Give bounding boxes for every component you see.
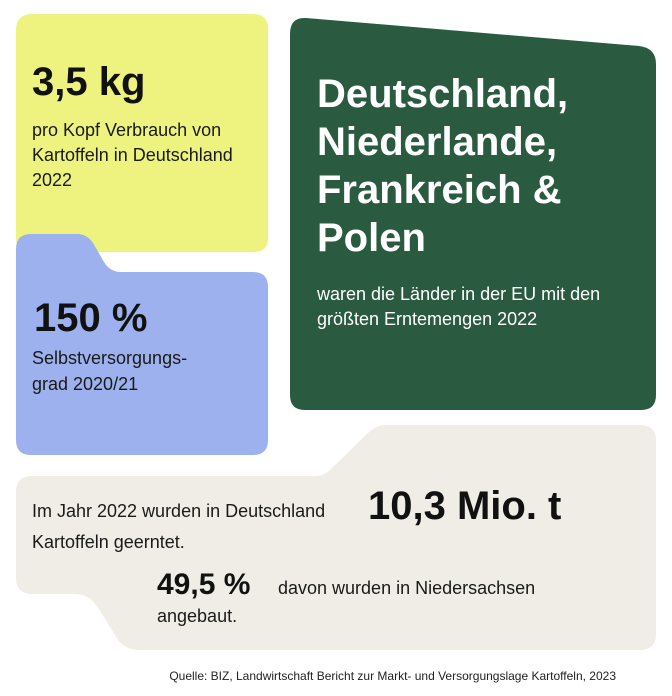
harvest-value: 10,3 Mio. t: [368, 484, 562, 528]
blue-card-shape: [16, 234, 268, 455]
eu-headline-line1: Deutschland,: [317, 72, 569, 116]
self-sufficiency-description-line2: grad 2020/21: [32, 374, 139, 394]
harvest-intro: Im Jahr 2022 wurden in Deutschland: [32, 501, 326, 521]
yellow-card-shape: [16, 14, 268, 252]
eu-headline-line4: Polen: [317, 216, 426, 260]
lower-saxony-share-text-line1: davon wurden in Niedersachsen: [278, 578, 536, 598]
eu-headline-line3: Frankreich &: [317, 168, 562, 212]
eu-countries-headline: Deutschland, Niederlande, Frankreich & P…: [317, 70, 568, 262]
lower-saxony-share-text-line2: angebaut.: [157, 606, 238, 626]
lower-saxony-share-value: 49,5 %: [157, 568, 251, 601]
self-sufficiency-value: 150 %: [34, 296, 148, 340]
source-note: Quelle: BIZ, Landwirtschaft Bericht zur …: [169, 669, 616, 683]
eu-countries-description: waren die Länder in der EU mit den größt…: [317, 284, 601, 329]
beige-card-shape: [16, 425, 656, 650]
self-sufficiency-description-line1: Selbstversorgungs-: [32, 348, 188, 368]
eu-headline-line2: Niederlande,: [317, 120, 558, 164]
consumption-description: pro Kopf Verbrauch von Kartoffeln in Deu…: [32, 120, 233, 190]
harvest-outro: Kartoffeln geerntet.: [32, 532, 185, 552]
consumption-value: 3,5 kg: [32, 60, 146, 104]
green-card-shape: [290, 17, 656, 410]
